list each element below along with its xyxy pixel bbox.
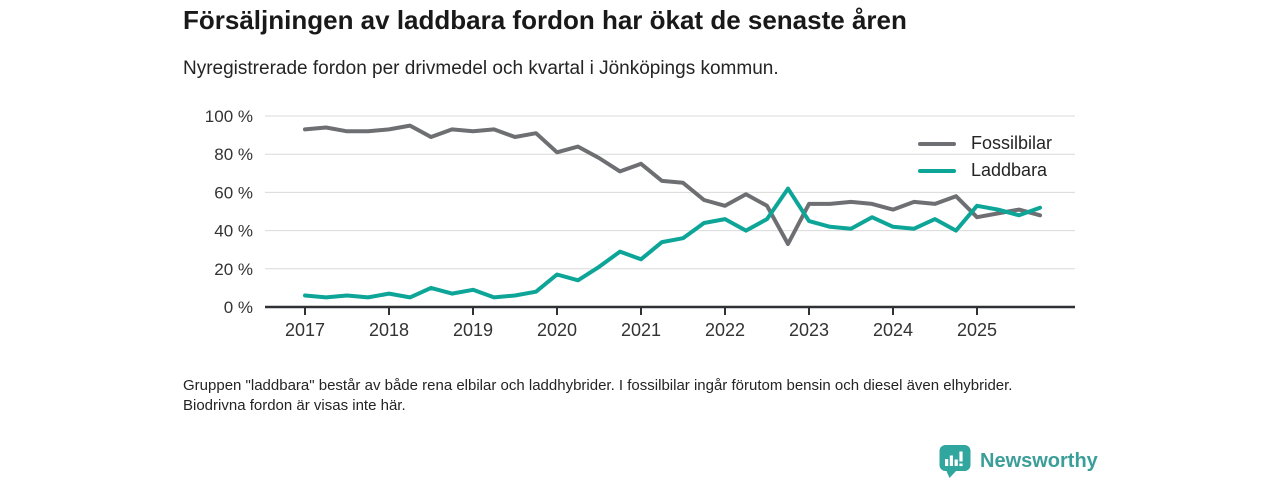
y-tick-label: 100 % [205,107,253,126]
fossilbilar-line-swatch [918,141,956,146]
x-tick-label: 2024 [873,320,913,340]
y-tick-label: 80 % [214,145,253,164]
y-tick-label: 20 % [214,260,253,279]
chart-subtitle: Nyregistrerade fordon per drivmedel och … [183,58,779,79]
y-tick-label: 0 % [224,298,253,317]
y-tick-label: 40 % [214,222,253,241]
newsworthy-badge-icon [939,445,971,478]
x-tick-label: 2018 [369,320,409,340]
newsworthy-logo: Newsworthy [938,444,1098,479]
legend-label-fossilbilar: Fossilbilar [971,133,1053,153]
x-tick-label: 2022 [705,320,745,340]
page-title: Försäljningen av laddbara fordon har öka… [183,5,907,35]
series-line-laddbara [303,186,1042,300]
y-tick-label: 60 % [214,183,253,202]
x-tick-label: 2025 [957,320,997,340]
footnote: Gruppen "laddbara" består av både rena e… [183,377,1013,414]
x-tick-label: 2023 [789,320,829,340]
legend-label-laddbara: Laddbara [971,160,1048,180]
x-tick-label: 2021 [621,320,661,340]
x-tick-label: 2020 [537,320,577,340]
legend-item-laddbara: Laddbara [918,157,1052,184]
laddbara-line-swatch [918,168,956,173]
x-tick-label: 2019 [453,320,493,340]
x-tick-label: 2017 [285,320,325,340]
newsworthy-wordmark: Newsworthy [980,450,1098,472]
line-chart: 0 % 20 % 40 % 60 % 80 % 100 % 2017 2018 2019 2020… [205,107,1075,340]
series-line-fossilbilar [303,123,1042,246]
chart-legend: Fossilbilar Laddbara [918,130,1052,184]
legend-item-fossilbilar: Fossilbilar [918,130,1052,157]
